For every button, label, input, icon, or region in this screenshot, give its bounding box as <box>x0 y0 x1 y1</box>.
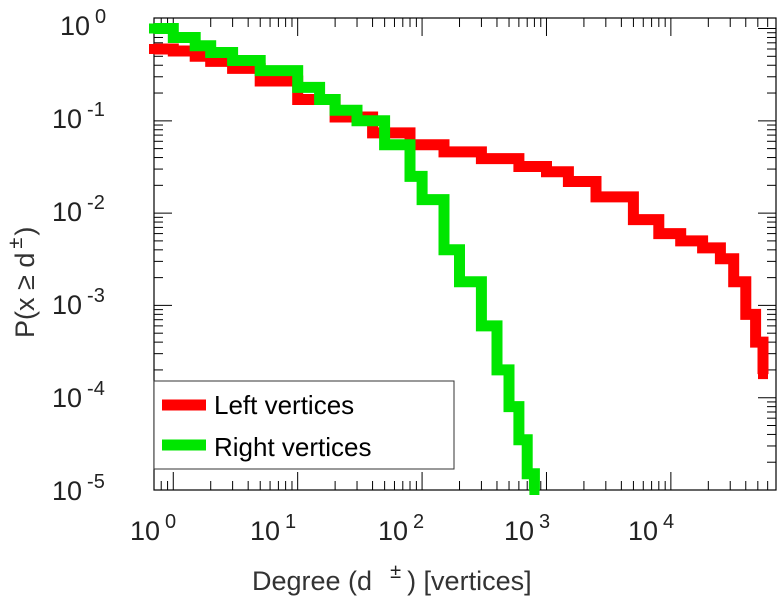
data-point-right-vertices <box>205 47 216 58</box>
data-point-left-vertices <box>255 76 266 86</box>
data-point-right-vertices <box>417 194 428 205</box>
data-point-right-vertices <box>227 55 238 66</box>
x-tick-label-1e4: 10 4 <box>628 511 674 546</box>
x-tick-label-1e2: 10 2 <box>378 511 424 546</box>
data-point-left-vertices <box>149 44 159 54</box>
legend-label-right-vertices: Right vertices <box>214 432 372 462</box>
data-point-left-vertices <box>697 242 708 253</box>
data-point-left-vertices <box>513 161 524 172</box>
data-point-right-vertices <box>168 32 179 43</box>
series-line-left-vertices <box>154 43 769 375</box>
series-group <box>149 23 769 495</box>
data-point-left-vertices <box>563 176 574 187</box>
data-point-left-vertices <box>292 94 303 105</box>
data-point-left-vertices <box>205 56 216 67</box>
y-tick-label-1e-2: 10 -2 <box>52 192 105 227</box>
data-point-right-vertices <box>292 82 303 93</box>
data-point-right-vertices <box>314 94 325 105</box>
data-point-left-vertices <box>168 46 179 56</box>
data-point-left-vertices <box>628 214 639 225</box>
data-point-right-vertices <box>352 115 362 126</box>
data-point-right-vertices <box>504 401 514 412</box>
data-point-right-vertices <box>454 276 465 287</box>
data-point-right-vertices <box>330 105 341 116</box>
data-point-right-vertices <box>149 23 159 34</box>
x-tick-label-1e3: 10 3 <box>504 511 550 546</box>
data-point-left-vertices <box>541 166 552 177</box>
data-point-left-vertices <box>330 112 341 122</box>
data-point-right-vertices <box>379 139 390 150</box>
data-point-right-vertices <box>476 320 487 331</box>
data-point-left-vertices <box>190 51 201 62</box>
data-point-right-vertices <box>522 468 533 479</box>
data-point-right-vertices <box>190 40 201 51</box>
legend: Left vertices Right vertices <box>153 380 455 470</box>
data-point-left-vertices <box>758 369 768 380</box>
plot-area-frame <box>153 17 777 491</box>
data-point-right-vertices <box>255 65 266 76</box>
data-point-left-vertices <box>750 337 761 348</box>
data-point-left-vertices <box>476 153 487 164</box>
data-point-right-vertices <box>529 485 540 495</box>
data-point-left-vertices <box>740 309 751 320</box>
x-tick-labels: 10 0 10 1 10 2 10 3 10 4 <box>130 511 674 546</box>
y-tick-label-1e-5: 10 -5 <box>52 471 105 506</box>
data-point-left-vertices <box>675 235 686 246</box>
x-tick-label-1e0: 10 0 <box>130 511 176 546</box>
data-point-left-vertices <box>367 127 378 138</box>
data-point-left-vertices <box>715 253 726 264</box>
y-tick-label-1e-1: 10 -1 <box>52 99 105 134</box>
y-axis-label: P(x ≥ d±) <box>5 227 40 338</box>
data-point-right-vertices <box>439 244 449 255</box>
y-tick-label-1e0: 10 0 <box>60 6 106 41</box>
y-tick-labels: 10 0 10 -1 10 -2 10 -3 10 -4 10 -5 <box>52 6 106 506</box>
data-point-left-vertices <box>227 63 238 74</box>
legend-box <box>153 380 455 470</box>
y-tick-label-1e-3: 10 -3 <box>52 285 105 320</box>
data-point-right-vertices <box>492 364 502 375</box>
data-point-right-vertices <box>513 434 524 445</box>
x-tick-label-1e1: 10 1 <box>250 511 296 546</box>
data-point-left-vertices <box>591 191 601 202</box>
data-point-left-vertices <box>653 228 664 239</box>
data-point-right-vertices <box>405 171 415 182</box>
legend-label-left-vertices: Left vertices <box>214 390 354 420</box>
data-point-left-vertices <box>439 146 449 157</box>
x-axis-label: Degree (d ±) [vertices] <box>252 561 532 596</box>
y-tick-label-1e-4: 10 -4 <box>52 378 105 413</box>
data-point-left-vertices <box>728 276 739 287</box>
